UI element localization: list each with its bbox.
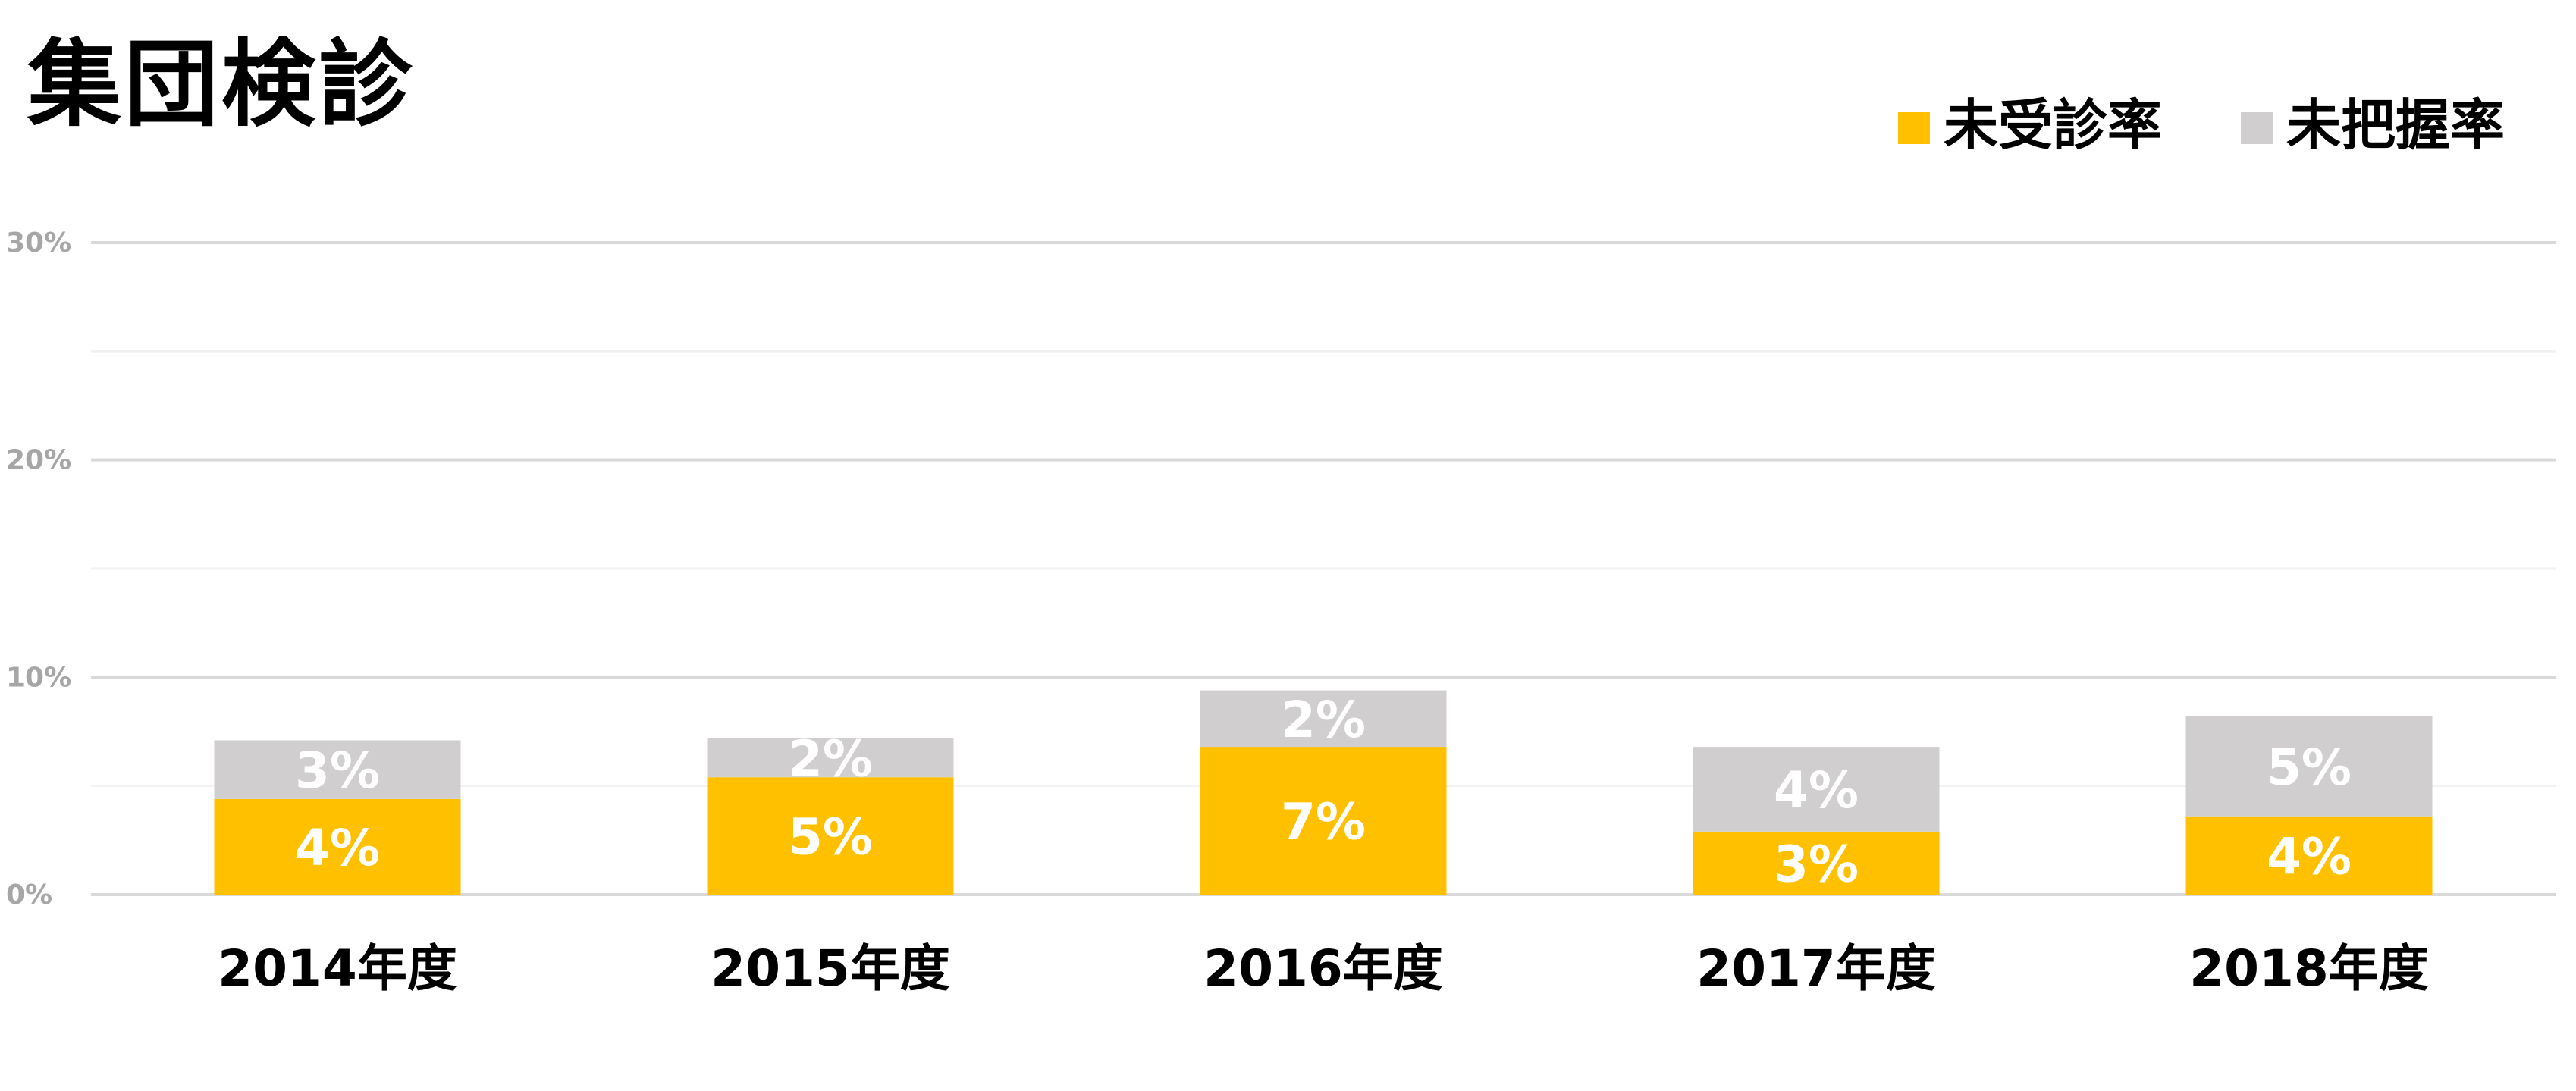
- data-labels: 4% 3% 5% 2% 7% 2% 3% 4% 4% 5%: [295, 691, 2352, 894]
- bar-segment: [1693, 831, 1940, 895]
- bar-segment: [2185, 716, 2433, 817]
- bar-segment: [707, 777, 954, 895]
- data-label: 4%: [295, 819, 380, 877]
- x-category-label: 2016年度: [1203, 939, 1443, 998]
- data-label: 2%: [788, 729, 873, 788]
- y-axis-tick-labels: 0% 10% 20% 30%: [6, 227, 71, 911]
- bar-segment: [1693, 747, 1940, 832]
- bar-segment: [2185, 816, 2433, 895]
- data-label: 7%: [1281, 793, 1366, 851]
- bar-segment: [707, 738, 954, 778]
- legend-swatch: [2241, 112, 2273, 144]
- x-category-label: 2018年度: [2189, 939, 2429, 998]
- legend-label: 未把握率: [2286, 93, 2505, 157]
- data-label: 5%: [788, 808, 873, 867]
- bar-segment: [1200, 747, 1447, 895]
- data-label: 4%: [1774, 761, 1859, 820]
- chart-title: 集団検診: [27, 30, 416, 140]
- y-tick-label: 0%: [6, 879, 52, 911]
- data-label: 3%: [1774, 835, 1859, 893]
- bars: [214, 690, 2433, 895]
- legend: 未受診率 未把握率: [1898, 93, 2505, 157]
- x-category-label: 2015年度: [711, 939, 950, 998]
- bar-segment: [214, 798, 461, 895]
- data-label: 2%: [1281, 691, 1366, 749]
- data-label: 5%: [2267, 738, 2352, 797]
- y-tick-label: 10%: [6, 662, 71, 693]
- legend-label: 未受診率: [1944, 93, 2162, 157]
- x-category-label: 2017年度: [1696, 939, 1936, 998]
- y-tick-label: 20%: [6, 445, 71, 476]
- legend-swatch: [1898, 112, 1930, 144]
- bar-segment: [1200, 690, 1447, 748]
- data-label: 3%: [295, 741, 380, 800]
- y-tick-label: 30%: [6, 227, 71, 259]
- bar-segment: [214, 740, 461, 799]
- data-label: 4%: [2267, 827, 2352, 886]
- x-axis-category-labels: 2014年度 2015年度 2016年度 2017年度 2018年度: [218, 939, 2429, 998]
- x-category-label: 2014年度: [218, 939, 457, 998]
